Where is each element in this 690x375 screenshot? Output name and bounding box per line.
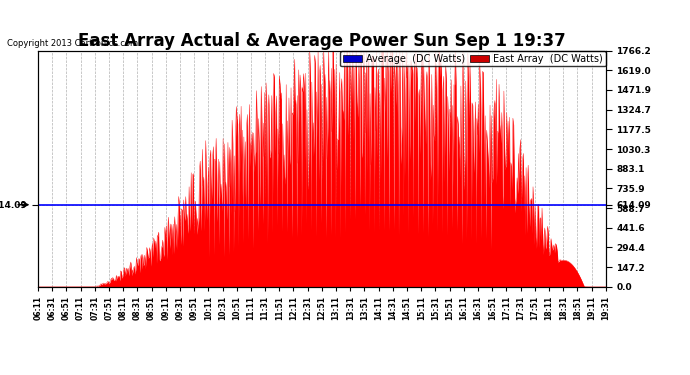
Title: East Array Actual & Average Power Sun Sep 1 19:37: East Array Actual & Average Power Sun Se… xyxy=(78,33,566,51)
Legend: Average  (DC Watts), East Array  (DC Watts): Average (DC Watts), East Array (DC Watts… xyxy=(339,51,606,66)
Text: Copyright 2013 Cartronics.com: Copyright 2013 Cartronics.com xyxy=(7,39,138,48)
